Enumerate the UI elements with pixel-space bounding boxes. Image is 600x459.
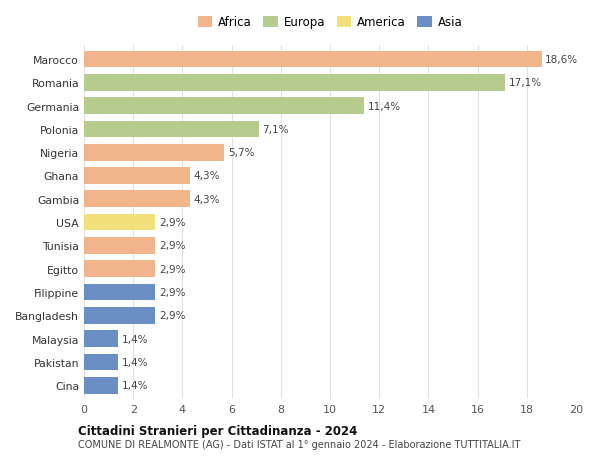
Bar — [84, 330, 118, 347]
Bar — [84, 75, 505, 91]
Text: 11,4%: 11,4% — [368, 101, 401, 112]
Text: 18,6%: 18,6% — [545, 55, 578, 65]
Text: 2,9%: 2,9% — [159, 264, 185, 274]
Legend: Africa, Europa, America, Asia: Africa, Europa, America, Asia — [198, 17, 462, 29]
Bar — [84, 214, 155, 231]
Text: 4,3%: 4,3% — [193, 194, 220, 204]
Text: 1,4%: 1,4% — [122, 334, 149, 344]
Bar — [84, 237, 155, 254]
Bar — [84, 121, 259, 138]
Text: 2,9%: 2,9% — [159, 287, 185, 297]
Bar — [84, 168, 190, 185]
Text: Cittadini Stranieri per Cittadinanza - 2024: Cittadini Stranieri per Cittadinanza - 2… — [78, 424, 358, 437]
Text: 2,9%: 2,9% — [159, 241, 185, 251]
Bar — [84, 307, 155, 324]
Bar — [84, 354, 118, 370]
Bar — [84, 98, 364, 115]
Text: 1,4%: 1,4% — [122, 357, 149, 367]
Bar — [84, 261, 155, 278]
Text: 1,4%: 1,4% — [122, 381, 149, 390]
Bar — [84, 145, 224, 161]
Text: 17,1%: 17,1% — [508, 78, 541, 88]
Bar — [84, 377, 118, 394]
Text: 2,9%: 2,9% — [159, 218, 185, 228]
Text: 5,7%: 5,7% — [228, 148, 254, 158]
Bar — [84, 284, 155, 301]
Text: 4,3%: 4,3% — [193, 171, 220, 181]
Text: COMUNE DI REALMONTE (AG) - Dati ISTAT al 1° gennaio 2024 - Elaborazione TUTTITAL: COMUNE DI REALMONTE (AG) - Dati ISTAT al… — [78, 440, 520, 449]
Text: 7,1%: 7,1% — [262, 124, 289, 134]
Bar — [84, 51, 542, 68]
Text: 2,9%: 2,9% — [159, 311, 185, 321]
Bar — [84, 191, 190, 208]
